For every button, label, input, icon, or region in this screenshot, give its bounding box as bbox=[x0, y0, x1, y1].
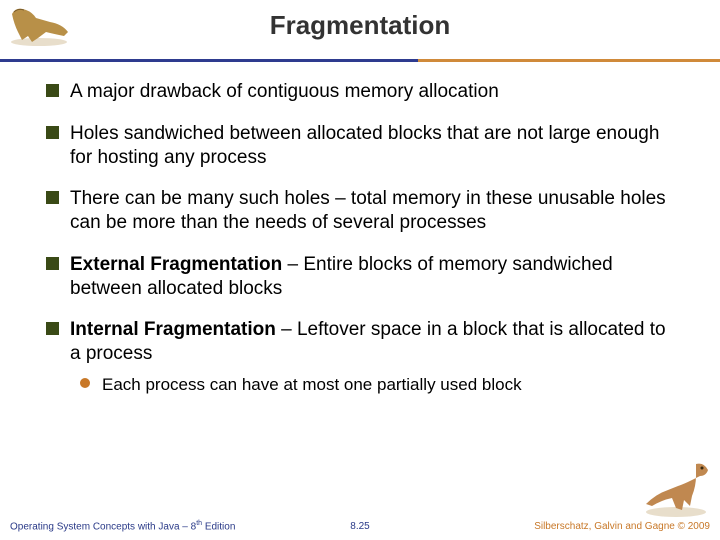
bold-term: External Fragmentation bbox=[70, 254, 282, 275]
bullet-item: Internal Fragmentation – Leftover space … bbox=[46, 318, 674, 366]
slide-footer: Operating System Concepts with Java – 8t… bbox=[0, 518, 720, 532]
round-bullet-icon bbox=[80, 378, 90, 388]
footer-left-text-a: Operating System Concepts with Java – 8 bbox=[10, 521, 196, 532]
slide-title: Fragmentation bbox=[0, 0, 720, 41]
bullet-item: External Fragmentation – Entire blocks o… bbox=[46, 253, 674, 301]
bullet-item: There can be many such holes – total mem… bbox=[46, 187, 674, 235]
footer-left-text-b: Edition bbox=[202, 521, 235, 532]
footer-left: Operating System Concepts with Java – 8t… bbox=[10, 520, 235, 532]
bullet-item: Holes sandwiched between allocated block… bbox=[46, 122, 674, 170]
slide-header: Fragmentation bbox=[0, 0, 720, 62]
dinosaur-right-icon bbox=[638, 456, 716, 518]
square-bullet-icon bbox=[46, 126, 59, 139]
rule-orange-segment bbox=[418, 59, 720, 62]
slide-body: A major drawback of contiguous memory al… bbox=[0, 62, 720, 396]
bullet-text: Internal Fragmentation – Leftover space … bbox=[70, 318, 674, 366]
bullet-text: There can be many such holes – total mem… bbox=[70, 187, 674, 235]
header-rule bbox=[0, 59, 720, 62]
square-bullet-icon bbox=[46, 191, 59, 204]
bold-term: Internal Fragmentation bbox=[70, 319, 276, 340]
dinosaur-left-icon bbox=[4, 2, 74, 47]
footer-page-number: 8.25 bbox=[350, 521, 369, 532]
footer-right: Silberschatz, Galvin and Gagne © 2009 bbox=[534, 521, 710, 532]
bullet-text: A major drawback of contiguous memory al… bbox=[70, 80, 499, 104]
square-bullet-icon bbox=[46, 84, 59, 97]
bullet-text: External Fragmentation – Entire blocks o… bbox=[70, 253, 674, 301]
sub-bullet-text: Each process can have at most one partia… bbox=[102, 374, 522, 396]
bullet-text: Holes sandwiched between allocated block… bbox=[70, 122, 674, 170]
square-bullet-icon bbox=[46, 322, 59, 335]
bullet-item: A major drawback of contiguous memory al… bbox=[46, 80, 674, 104]
rule-blue-segment bbox=[0, 59, 418, 62]
sub-bullet-item: Each process can have at most one partia… bbox=[80, 374, 674, 396]
square-bullet-icon bbox=[46, 257, 59, 270]
